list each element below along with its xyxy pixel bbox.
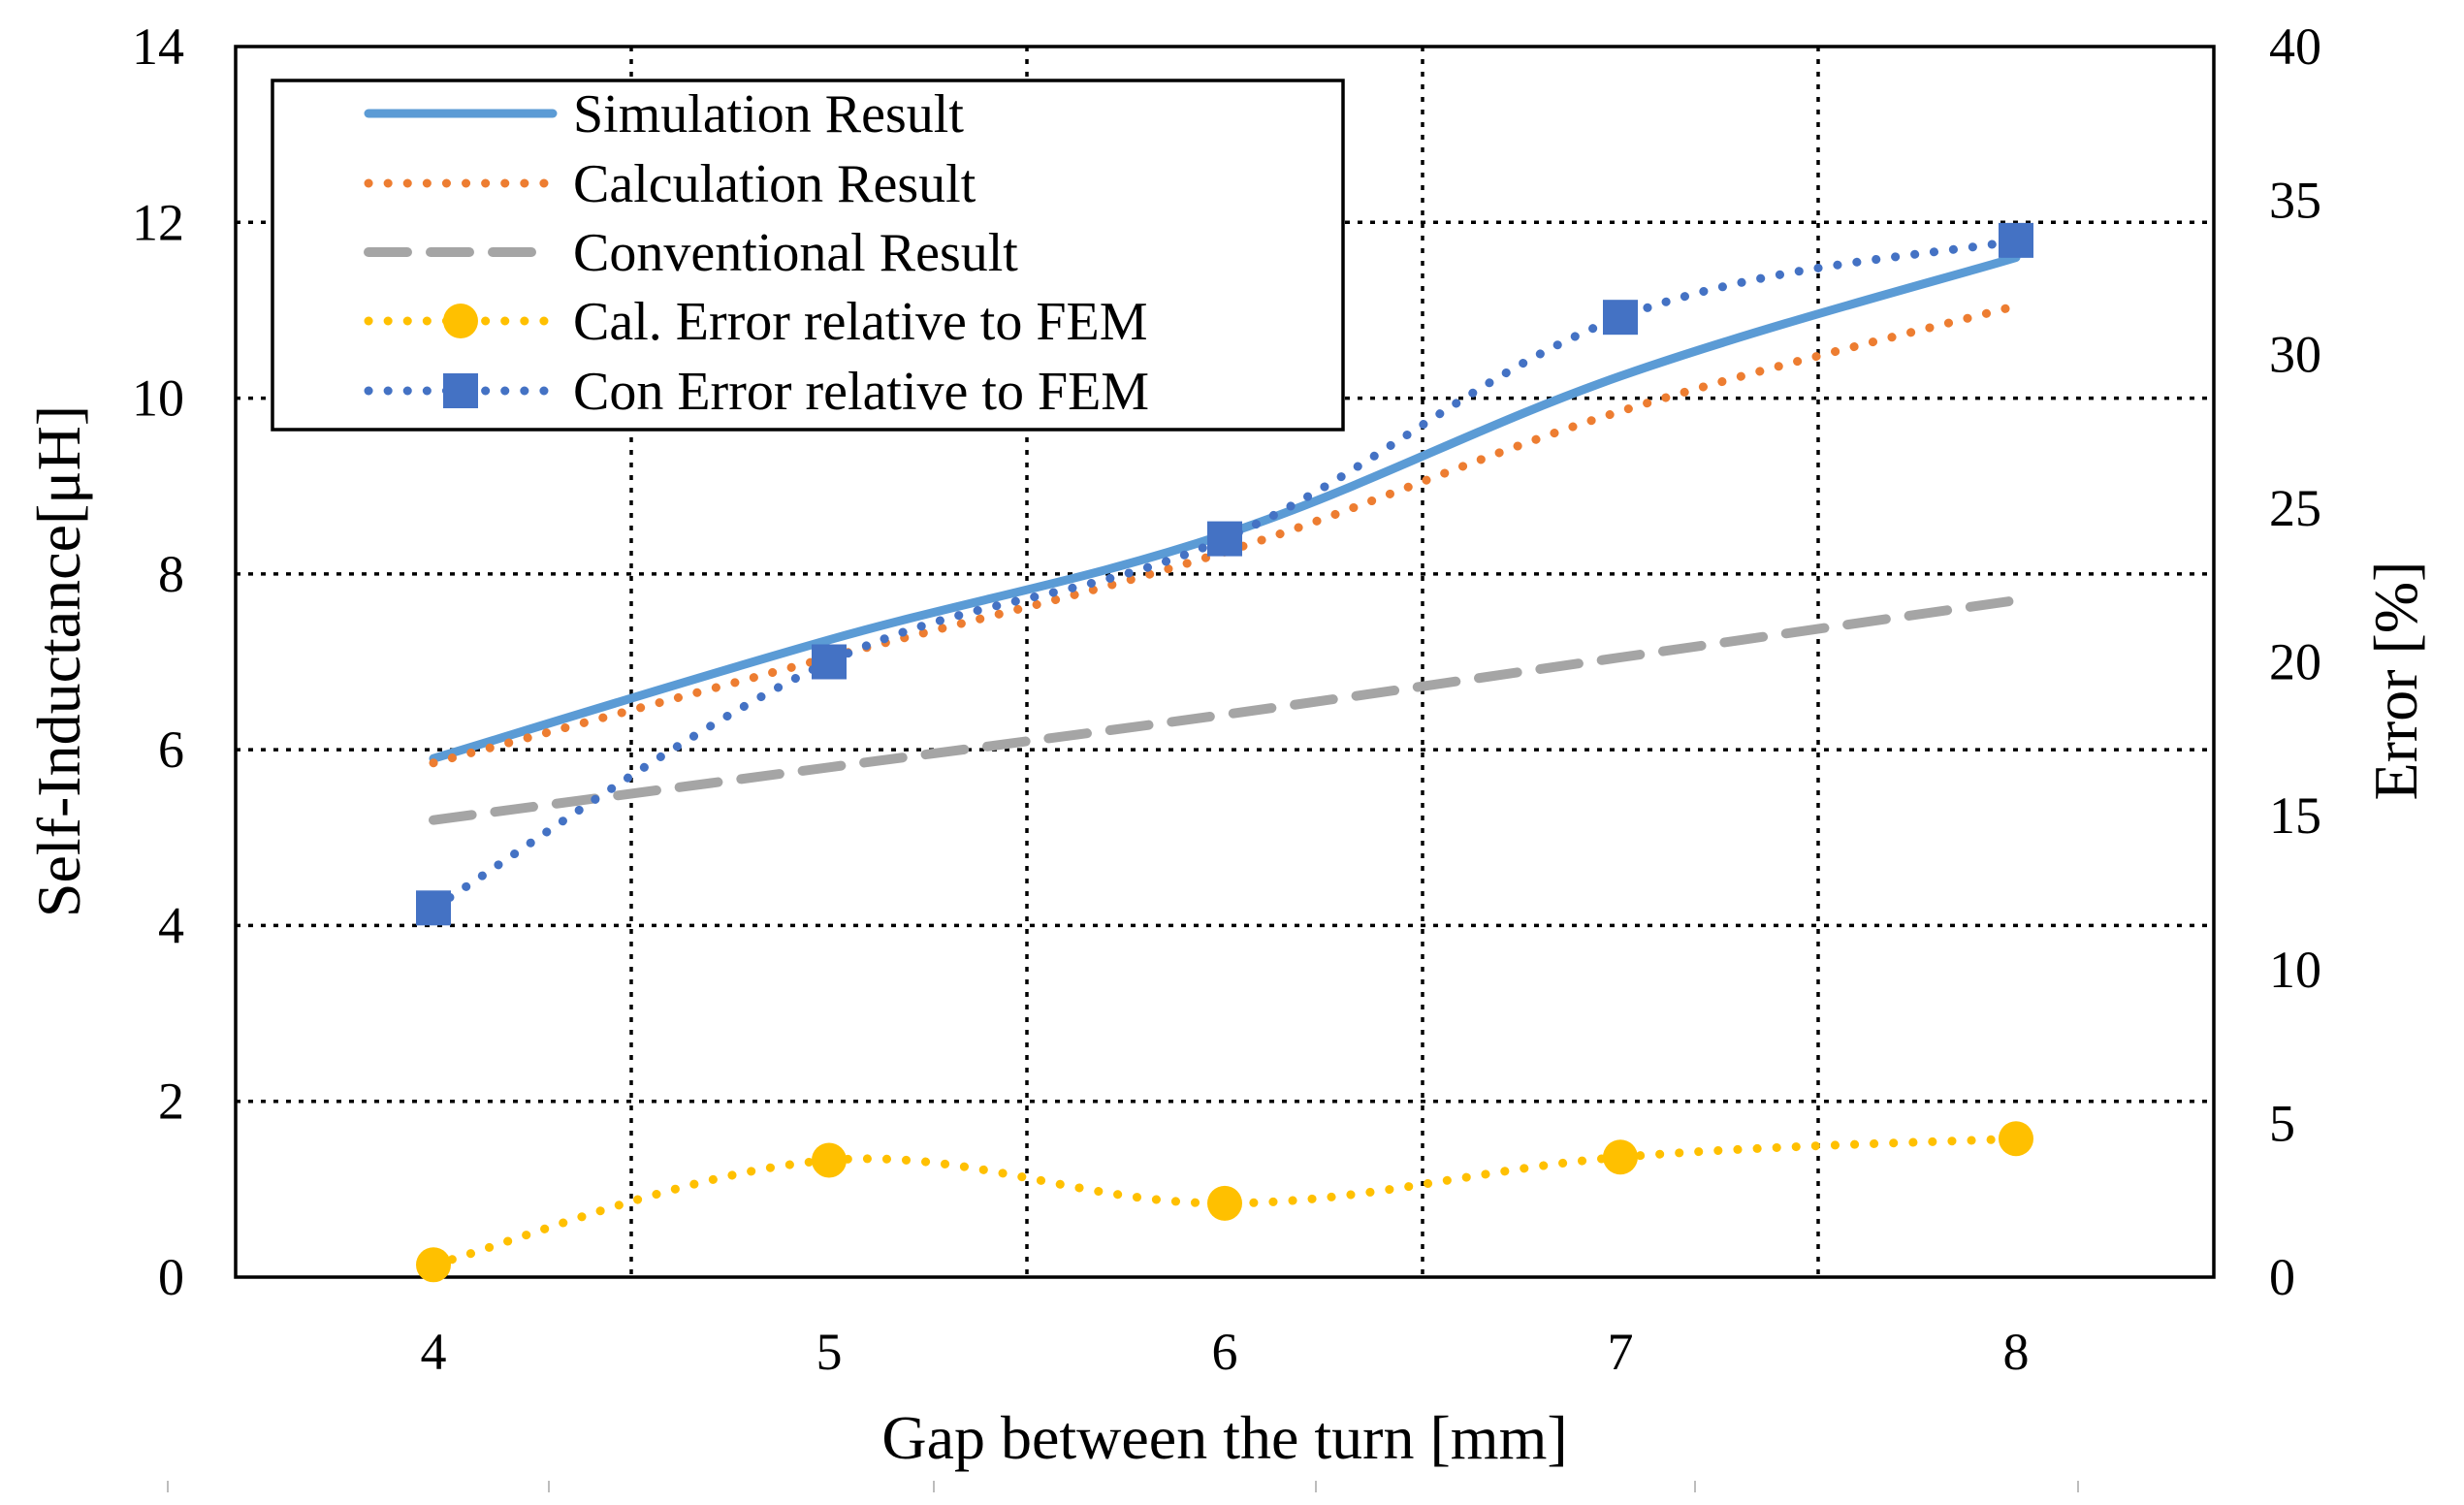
legend-label: Simulation Result (573, 84, 964, 144)
legend-label: Conventional Result (573, 223, 1018, 283)
y2-axis-title: Error [%] (2361, 561, 2430, 801)
y2-tick-label: 0 (2269, 1248, 2295, 1306)
legend-item: Simulation Result (364, 84, 964, 144)
right-axis-ticks: 0 5 10 15 20 25 30 35 40 (2269, 17, 2321, 1306)
y2-tick-label: 25 (2269, 479, 2321, 537)
legend-item: Cal. Error relative to FEM (364, 292, 1148, 352)
left-axis-ticks: 0 2 4 6 8 10 12 14 (132, 17, 184, 1306)
x-tick-label: 5 (816, 1323, 843, 1381)
y2-tick-label: 35 (2269, 172, 2321, 230)
data-point-marker (416, 890, 451, 926)
data-point-marker (1999, 222, 2033, 258)
legend-item: Conventional Result (364, 223, 1018, 283)
y-tick-label: 14 (132, 17, 184, 76)
series-conventional-result (429, 595, 2021, 825)
series-line (429, 595, 2021, 825)
y-tick-label: 2 (158, 1073, 184, 1131)
y-tick-label: 6 (158, 720, 184, 779)
legend-marker (443, 304, 478, 338)
data-point-marker (1603, 300, 1638, 336)
y-axis-title: Self-Inductance[μH] (24, 405, 93, 917)
data-point-marker (1207, 521, 1242, 557)
y2-tick-label: 30 (2269, 325, 2321, 383)
data-point-marker (1999, 1121, 2033, 1157)
y2-tick-label: 10 (2269, 941, 2321, 999)
y-tick-label: 12 (132, 193, 184, 251)
y-tick-label: 8 (158, 545, 184, 603)
legend-marker (443, 373, 478, 408)
x-axis-ticks: 4 5 6 7 8 (421, 1323, 2030, 1381)
x-axis-title: Gap between the turn [mm] (881, 1403, 1567, 1472)
x-tick-label: 6 (1212, 1323, 1238, 1381)
y2-tick-label: 40 (2269, 17, 2321, 76)
legend-label: Cal. Error relative to FEM (573, 292, 1148, 352)
y-tick-label: 0 (158, 1248, 184, 1306)
data-point-marker (416, 1247, 451, 1283)
series-layer (416, 222, 2033, 1283)
data-point-marker (1603, 1139, 1638, 1175)
data-point-marker (1207, 1185, 1242, 1221)
y2-tick-label: 20 (2269, 633, 2321, 691)
x-tick-label: 7 (1608, 1323, 1634, 1381)
legend-item: Calculation Result (364, 154, 976, 214)
x-tick-label: 8 (2003, 1323, 2030, 1381)
y2-tick-label: 15 (2269, 786, 2321, 845)
legend-label: Calculation Result (573, 154, 976, 214)
y2-tick-label: 5 (2269, 1094, 2295, 1152)
data-point-marker (812, 644, 847, 680)
y-tick-label: 10 (132, 369, 184, 428)
x-tick-label: 4 (421, 1323, 447, 1381)
plot-area-border (234, 45, 2216, 1279)
data-point-marker (812, 1142, 847, 1178)
legend-label: Con Error relative to FEM (573, 362, 1149, 422)
page-footer-marks (167, 1481, 2079, 1492)
y-tick-label: 4 (158, 896, 184, 954)
legend: Simulation Result Calculation Result Conve… (271, 79, 1345, 432)
series-cal-error-relative-to-fem (416, 1121, 2033, 1283)
series-con-error-relative-to-fem (416, 222, 2033, 926)
legend-item: Con Error relative to FEM (364, 362, 1149, 422)
